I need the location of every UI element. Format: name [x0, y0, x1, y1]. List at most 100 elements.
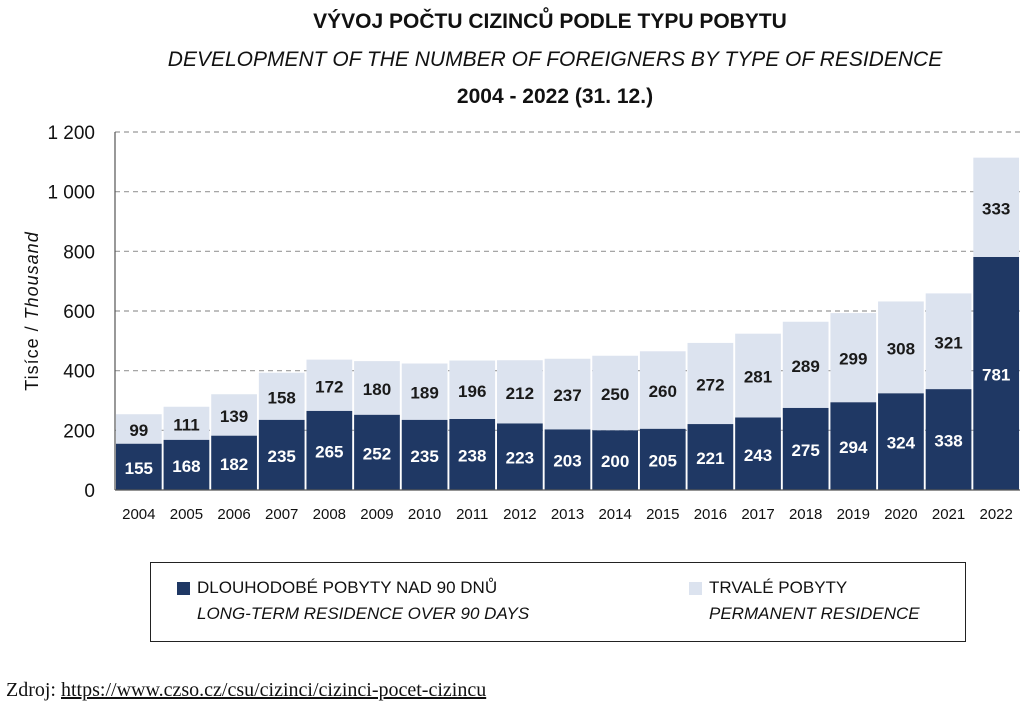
x-tick-label: 2019	[837, 506, 870, 523]
y-tick-label: 400	[63, 362, 95, 383]
y-tick-label: 800	[63, 242, 95, 263]
x-tick-label: 2011	[456, 506, 488, 523]
bar-permanent-2009	[354, 361, 400, 415]
x-tick-label: 2014	[598, 506, 631, 523]
data-label-long-term-2020: 324	[887, 434, 916, 453]
bar-permanent-2010	[401, 363, 448, 420]
y-tick-label: 1 200	[47, 123, 95, 144]
data-label-long-term-2008: 265	[315, 442, 343, 461]
bar-long-term-2004	[115, 443, 162, 490]
bar-permanent-2005	[163, 406, 210, 440]
bar-permanent-2006	[211, 394, 257, 436]
bar-long-term-2013	[544, 429, 591, 490]
bar-permanent-2016	[687, 342, 734, 425]
data-label-permanent-2014: 250	[601, 385, 629, 404]
bar-long-term-2018	[782, 407, 829, 490]
bar-permanent-2017	[735, 333, 781, 418]
data-label-permanent-2009: 180	[363, 380, 391, 399]
x-tick-label: 2007	[265, 506, 298, 523]
chart-period: 2004 - 2022 (31. 12.)	[456, 85, 654, 108]
data-label-permanent-2007: 158	[268, 388, 296, 407]
data-label-long-term-2006: 182	[220, 455, 248, 474]
bar-long-term-2019	[830, 402, 877, 490]
x-tick-label: 2020	[884, 506, 917, 523]
data-label-long-term-2015: 205	[649, 451, 677, 470]
data-label-long-term-2017: 243	[744, 446, 772, 465]
x-tick-label: 2012	[503, 506, 536, 523]
x-tick-label: 2005	[170, 506, 203, 523]
chart-title: VÝVOJ POČTU CIZINCŮ PODLE TYPU POBYTU	[313, 10, 787, 33]
data-label-permanent-2008: 172	[315, 377, 343, 396]
bar-long-term-2020	[878, 393, 924, 490]
source-link[interactable]: https://www.czso.cz/csu/cizinci/cizinci-…	[61, 679, 487, 701]
data-label-long-term-2005: 168	[172, 457, 200, 476]
bar-long-term-2010	[401, 419, 448, 490]
data-label-permanent-2010: 189	[410, 384, 438, 403]
bar-long-term-2016	[687, 424, 734, 490]
x-tick-label: 2016	[694, 506, 727, 523]
bar-long-term-2021	[925, 389, 972, 490]
bar-long-term-2022	[973, 257, 1020, 490]
bar-permanent-2022	[973, 157, 1020, 258]
x-tick-label: 2018	[789, 506, 822, 523]
x-tick-label: 2006	[217, 506, 250, 523]
data-label-long-term-2016: 221	[696, 449, 724, 468]
source-note: Zdroj: https://www.czso.cz/csu/cizinci/c…	[6, 679, 486, 702]
bar-permanent-2008	[306, 359, 353, 411]
x-tick-label: 2021	[932, 506, 965, 523]
data-label-permanent-2011: 196	[458, 382, 486, 401]
bar-long-term-2007	[258, 419, 305, 490]
data-label-long-term-2019: 294	[839, 438, 868, 457]
x-tick-label: 2009	[360, 506, 393, 523]
bar-long-term-2005	[163, 439, 210, 490]
bar-permanent-2020	[878, 301, 924, 394]
bar-long-term-2014	[592, 430, 638, 490]
bar-long-term-2012	[497, 423, 543, 490]
x-tick-label: 2010	[408, 506, 441, 523]
legend-swatch-long-term	[177, 582, 190, 595]
data-label-long-term-2004: 155	[125, 459, 153, 478]
y-tick-label: 600	[63, 302, 95, 323]
bar-long-term-2011	[449, 418, 496, 490]
data-label-permanent-2021: 321	[934, 333, 962, 352]
data-label-long-term-2009: 252	[363, 444, 391, 463]
bar-long-term-2015	[639, 428, 686, 490]
data-label-permanent-2015: 260	[649, 382, 677, 401]
legend-label-long-term-en: LONG-TERM RESIDENCE OVER 90 DAYS	[197, 604, 530, 623]
data-label-permanent-2020: 308	[887, 339, 915, 358]
legend-swatch-permanent	[689, 582, 702, 595]
data-label-permanent-2019: 299	[839, 350, 867, 369]
y-tick-label: 200	[63, 421, 95, 442]
bar-long-term-2008	[306, 410, 353, 490]
source-prefix: Zdroj:	[6, 679, 61, 701]
bar-permanent-2012	[497, 360, 543, 424]
chart-legend: DLOUHODOBÉ POBYTY NAD 90 DNŮ LONG-TERM R…	[150, 562, 966, 642]
legend-label-permanent-cz: TRVALÉ POBYTY	[709, 578, 848, 597]
x-tick-label: 2015	[646, 506, 679, 523]
data-label-long-term-2007: 235	[268, 447, 296, 466]
chart-subtitle: DEVELOPMENT OF THE NUMBER OF FOREIGNERS …	[167, 48, 943, 71]
data-label-long-term-2014: 200	[601, 452, 629, 471]
data-label-long-term-2021: 338	[934, 432, 962, 451]
bar-permanent-2019	[830, 313, 877, 403]
bar-permanent-2004	[115, 414, 162, 444]
data-label-permanent-2005: 111	[173, 415, 200, 434]
x-tick-label: 2022	[979, 506, 1012, 523]
data-label-long-term-2018: 275	[791, 441, 819, 460]
bar-permanent-2007	[258, 372, 305, 420]
data-label-permanent-2016: 272	[696, 375, 724, 394]
data-label-permanent-2006: 139	[220, 407, 248, 426]
x-tick-label: 2013	[551, 506, 584, 523]
bar-permanent-2015	[639, 351, 686, 429]
bar-long-term-2017	[735, 417, 781, 490]
data-label-permanent-2017: 281	[744, 368, 772, 387]
y-tick-label: 1 000	[47, 183, 95, 204]
bar-permanent-2013	[544, 358, 591, 430]
data-label-long-term-2011: 238	[458, 446, 486, 465]
x-tick-label: 2017	[741, 506, 774, 523]
y-axis-label: Tisíce / Thousand	[22, 231, 42, 390]
data-label-long-term-2022: 781	[982, 366, 1010, 385]
x-tick-label: 2008	[313, 506, 346, 523]
data-label-permanent-2013: 237	[553, 386, 581, 405]
